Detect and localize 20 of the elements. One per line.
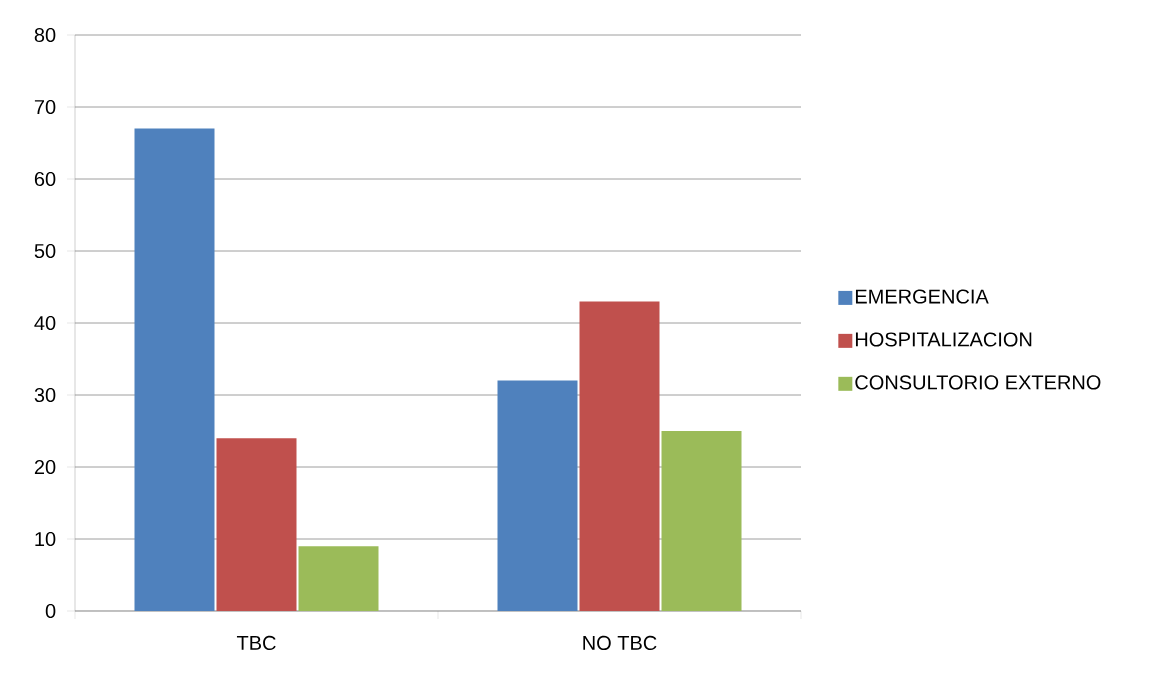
bar [298, 546, 379, 611]
y-tick-label: 60 [34, 171, 56, 187]
bar [216, 438, 297, 611]
y-tick-label: 0 [45, 603, 56, 619]
bar [497, 380, 578, 611]
x-tick-label: NO TBC [583, 635, 657, 651]
bar [579, 301, 660, 611]
y-tick-label: 80 [34, 27, 56, 43]
legend-label: EMERGENCIA [855, 289, 989, 304]
y-tick-label: 40 [34, 315, 56, 331]
y-tick-label: 70 [34, 99, 56, 115]
y-tick-label: 20 [34, 459, 56, 475]
y-tick-label: 30 [34, 387, 56, 403]
x-tick-label: TBC [236, 635, 276, 651]
bar [661, 431, 742, 611]
legend-label: CONSULTORIO EXTERNO [855, 375, 1101, 390]
y-tick-label: 10 [35, 531, 56, 547]
y-tick-label: 50 [34, 243, 56, 259]
bar [134, 128, 215, 611]
legend-label: HOSPITALIZACION [855, 332, 1032, 347]
